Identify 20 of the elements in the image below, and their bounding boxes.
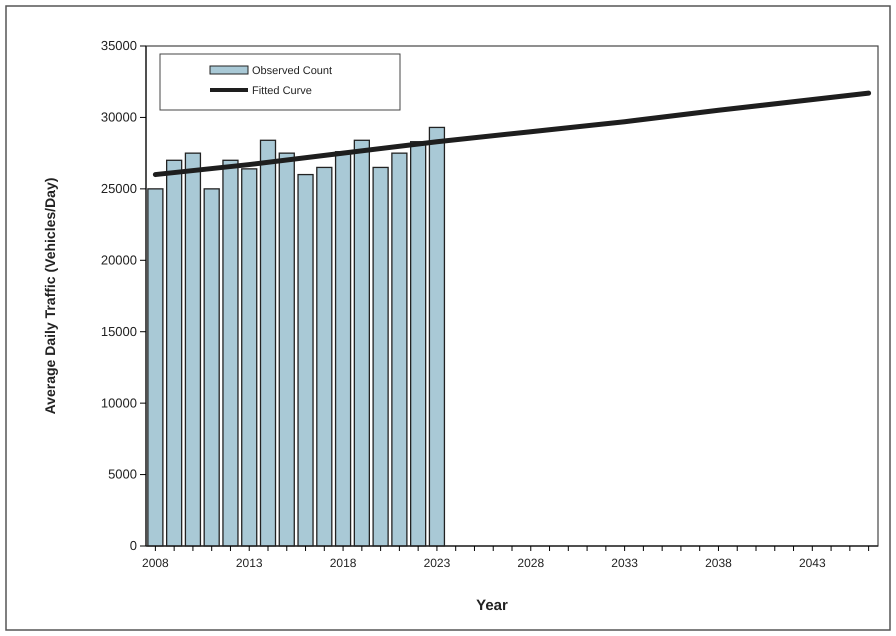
x-tick-label: 2018 — [330, 556, 357, 570]
x-tick-label: 2023 — [424, 556, 451, 570]
x-tick-label: 2013 — [236, 556, 263, 570]
y-tick-label: 10000 — [100, 395, 137, 410]
x-tick-label: 2033 — [611, 556, 638, 570]
x-tick-label: 2038 — [705, 556, 732, 570]
x-axis-title: Year — [476, 597, 508, 614]
y-tick-label: 30000 — [100, 110, 137, 125]
legend-label: Fitted Curve — [252, 85, 312, 97]
y-tick-label: 20000 — [100, 252, 137, 268]
y-tick-label: 5000 — [108, 466, 137, 482]
y-tick-label: 35000 — [100, 38, 137, 54]
y-axis-title: Average Daily Traffic (Vehicles/Day) — [42, 178, 58, 414]
y-tick-label: 15000 — [100, 324, 137, 339]
y-tick-label: 25000 — [100, 181, 137, 196]
x-tick-label: 2008 — [142, 556, 170, 570]
y-tick-label: 0 — [130, 538, 137, 554]
x-tick-label: 2043 — [798, 556, 826, 570]
x-tick-label: 2028 — [517, 556, 544, 570]
legend-label: Observed Count — [252, 65, 332, 77]
